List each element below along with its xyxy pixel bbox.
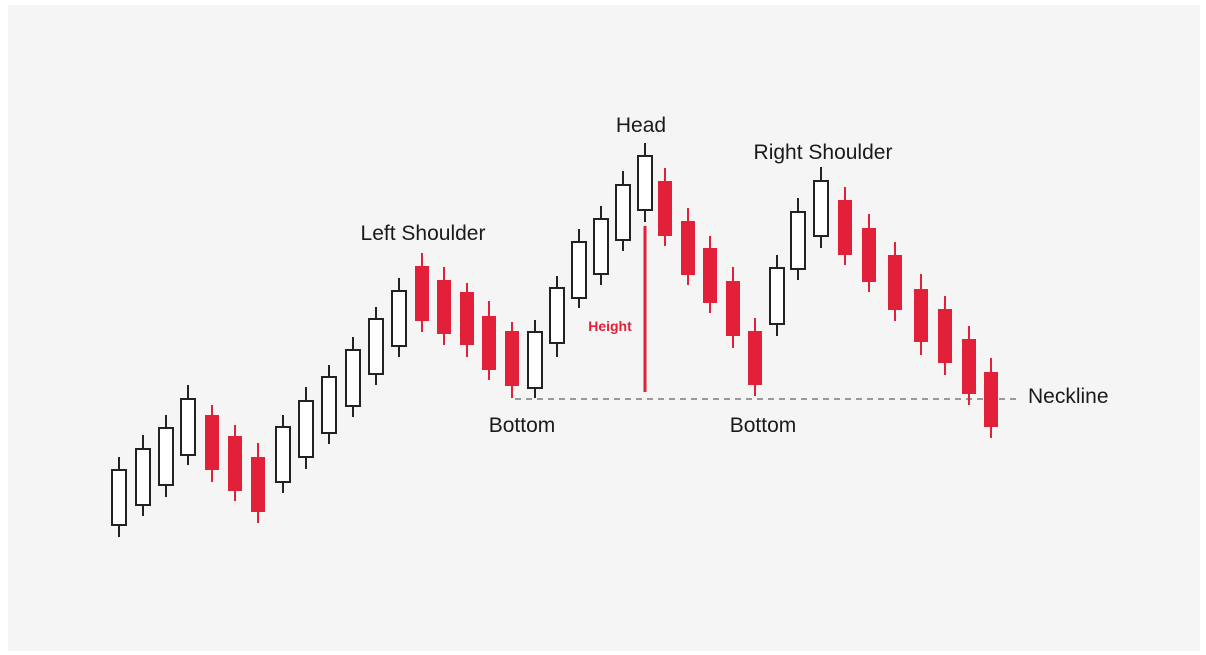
candle-body [769, 267, 785, 325]
candle-body [368, 318, 384, 375]
candle-body [790, 211, 806, 270]
candle-body [415, 266, 429, 321]
bottom-label: Bottom [489, 414, 556, 437]
left-shoulder-label: Left Shoulder [361, 222, 486, 245]
candle-body [321, 376, 337, 434]
height-label: Height [588, 318, 632, 334]
candle-body [748, 331, 762, 385]
candle-body [984, 372, 998, 427]
candle-body [391, 290, 407, 347]
candle-body [549, 287, 565, 344]
candle-body [681, 221, 695, 275]
candle-body [111, 469, 127, 526]
candle-body [298, 400, 314, 458]
candle-body [527, 331, 543, 389]
candle-body [228, 436, 242, 491]
candle-body [158, 427, 174, 486]
candle-body [962, 339, 976, 394]
candle-body [726, 281, 740, 336]
candle-body [460, 292, 474, 345]
candle-body [345, 349, 361, 407]
candle-body [251, 457, 265, 512]
candle-body [615, 184, 631, 241]
candle-body [180, 398, 196, 456]
candle-body [813, 180, 829, 237]
candle-body [914, 289, 928, 342]
head-label: Head [616, 114, 666, 137]
candle-body [571, 241, 587, 299]
candles [111, 143, 998, 537]
candle-body [938, 309, 952, 363]
background [8, 5, 1200, 651]
candle-body [637, 155, 653, 211]
candle-body [838, 200, 852, 255]
candle-body [205, 415, 219, 470]
candle-body [862, 228, 876, 282]
candle-body [703, 248, 717, 303]
candle-body [135, 448, 151, 506]
bottom-label: Bottom [730, 414, 797, 437]
candle-body [888, 255, 902, 310]
candle-body [275, 426, 291, 483]
candle-body [505, 331, 519, 386]
candle-body [658, 181, 672, 236]
candle-body [437, 280, 451, 334]
right-shoulder-label: Right Shoulder [754, 141, 893, 164]
candle-body [482, 316, 496, 370]
neckline-label: Neckline [1028, 385, 1109, 408]
candle-body [593, 218, 609, 275]
